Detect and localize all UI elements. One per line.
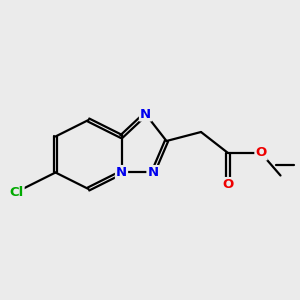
Text: Cl: Cl bbox=[9, 185, 24, 199]
Text: N: N bbox=[140, 107, 151, 121]
Text: N: N bbox=[116, 166, 127, 179]
Text: N: N bbox=[147, 166, 159, 179]
Text: O: O bbox=[222, 178, 234, 191]
Text: O: O bbox=[255, 146, 267, 160]
